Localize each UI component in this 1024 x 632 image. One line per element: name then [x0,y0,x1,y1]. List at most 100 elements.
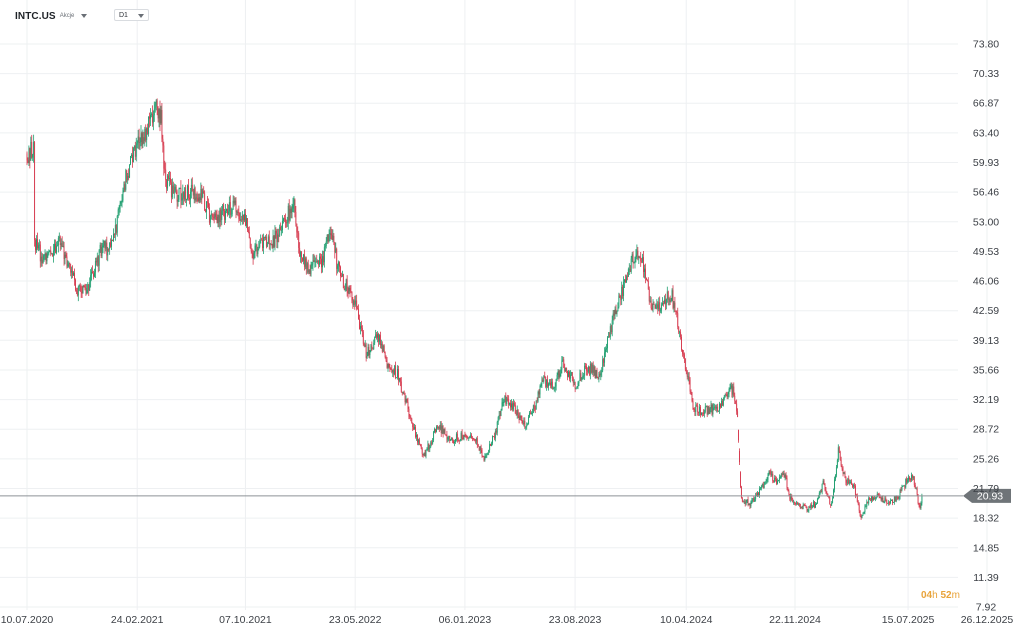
candle-body [759,488,761,490]
candle-body [743,501,745,503]
candle-body [641,261,643,263]
candle-body [333,235,335,243]
candle-body [62,245,64,247]
candle-body [265,237,266,238]
x-tick-label: 15.07.2025 [882,614,935,626]
candle-body [585,365,587,367]
x-tick-label: 23.08.2023 [549,614,602,626]
candle-body [808,506,810,511]
candle-body [550,381,552,386]
candle-body [837,447,839,461]
candle-body [444,429,446,435]
candle-body [463,435,465,439]
candle-body [610,326,612,333]
candle-body [528,416,530,425]
candle-body [489,444,491,451]
candle-body [708,406,710,414]
candle-body [399,378,401,382]
candle-body [493,436,494,437]
candle-body [481,450,483,457]
candle-body [326,234,328,242]
candle-body [80,286,82,292]
candle-body [759,488,760,496]
candle-body [881,498,883,500]
candle-body [189,191,191,200]
candle-body [320,256,321,259]
candle-body [403,391,405,395]
candle-body [695,405,697,412]
current-price-tag [963,488,1011,503]
candle-body [674,302,676,312]
candle-body [265,237,267,247]
candle-body [840,459,842,466]
x-tick-label: 22.11.2024 [769,614,821,626]
candle-body [242,214,244,220]
candle-body [594,366,596,378]
candle-body [113,233,114,241]
candle-body [122,190,124,201]
candle-body [629,268,631,272]
candle-body [787,487,789,492]
candle-body [754,499,756,502]
candle-body [91,271,93,276]
candle-body [329,233,331,235]
candle-body [661,304,663,310]
candle-body [214,213,216,219]
instrument-selector[interactable]: INTC.US Akcje [15,8,88,24]
candle-body [895,495,897,502]
candle-body [173,190,175,194]
symbol-label[interactable]: INTC.US [15,10,56,22]
candle-body [422,453,424,455]
candle-body [372,347,374,349]
candle-body [901,486,903,491]
candle-body [398,369,399,381]
candle-body [745,501,747,504]
candle-body [766,479,768,481]
candle-body [479,446,481,451]
candle-body [633,262,635,264]
candle-body [491,443,492,446]
candle-body [148,116,150,134]
candle-body [101,247,103,256]
candle-body [277,234,279,243]
y-tick-label: 70.33 [973,68,999,80]
candle-body [551,381,553,389]
interval-value: D1 [119,11,128,19]
candle-body [150,114,151,119]
candle-body [853,485,854,487]
candle-body [785,474,787,479]
x-axis[interactable]: 10.07.2020 24.02.2021 07.10.2021 23.05.2022… [1,614,1014,626]
current-price-label: 20.93 [977,491,1003,503]
y-axis[interactable]: 73.80 70.33 66.87 63.40 59.93 56.46 53.00 49.53… [973,39,999,614]
candle-body [175,186,177,192]
candle-body [644,268,645,272]
candle-body [848,478,850,484]
candle-body [284,218,286,223]
candle-body [602,359,604,371]
candle-body [681,336,682,350]
chevron-down-icon[interactable] [81,14,88,18]
candle-body [452,437,454,441]
candle-body [697,405,699,413]
chevron-down-icon[interactable] [138,14,144,18]
candle-body [157,106,159,119]
candle-body [383,345,385,353]
candle-body [649,300,651,302]
candle-body [834,479,835,490]
candle-body [84,287,86,289]
candle-body [907,479,909,483]
candle-body [866,501,868,507]
interval-dropdown[interactable]: D1 [114,9,149,21]
candle-body [536,400,538,402]
candle-body [537,391,539,401]
candle-body [87,284,89,291]
candle-body [298,233,300,248]
candle-body [668,298,670,300]
y-tick-label: 25.26 [973,453,999,465]
candle-body [240,219,242,221]
candle-body [781,474,783,475]
candle-body [498,415,500,418]
candle-body [750,501,752,507]
candle-body [838,447,840,452]
